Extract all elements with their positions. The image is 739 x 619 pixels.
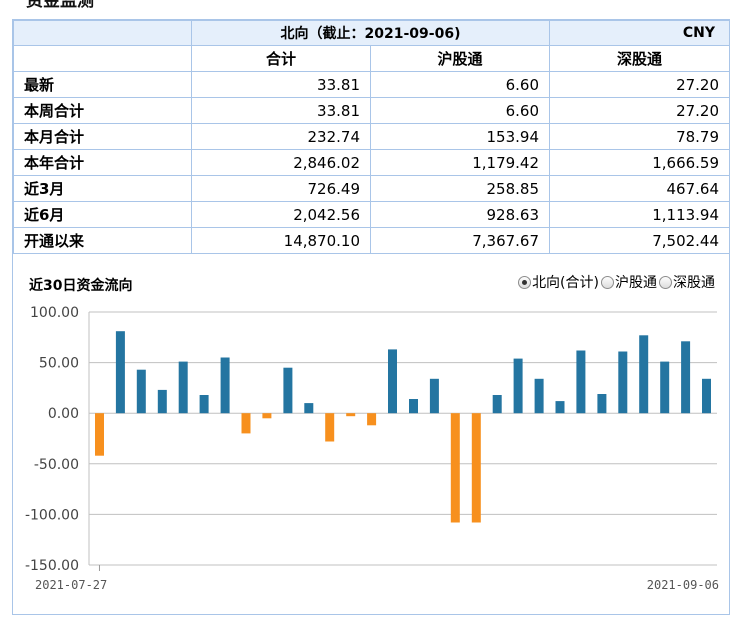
bar [262, 413, 272, 419]
column-header-empty [13, 45, 192, 72]
flow-summary-table: 北向（截止：2021-09-06) CNY 合计 沪股通 深股通 最新 33.8… [13, 20, 731, 254]
cell-shenzhen: 7,502.44 [549, 227, 731, 254]
bar [492, 395, 502, 414]
cell-shenzhen: 1,666.59 [549, 149, 731, 176]
bar [576, 350, 586, 414]
cell-shanghai: 153.94 [369, 123, 551, 150]
table-row: 本月合计 232.74 153.94 78.79 [13, 123, 731, 150]
table-row: 最新 33.81 6.60 27.20 [13, 71, 731, 98]
radio-button-icon[interactable] [518, 275, 532, 289]
x-start-label: 2021-07-27 [35, 578, 107, 592]
cell-total: 14,870.10 [191, 227, 371, 254]
bar [367, 413, 377, 426]
bar [660, 361, 670, 414]
series-selector: 北向(合计) 沪股通 深股通 [516, 272, 715, 292]
bar [639, 335, 649, 414]
bar [471, 413, 481, 523]
y-tick-label: 0.00 [48, 406, 79, 422]
page-heading: 资金监测 [26, 0, 94, 11]
bar [513, 358, 523, 414]
bar [157, 389, 167, 414]
bar [681, 341, 691, 414]
bar [199, 395, 209, 414]
bar [409, 399, 418, 414]
y-tick-label: 50.00 [39, 356, 79, 372]
radio-shanghai-connect[interactable]: 沪股通 [601, 272, 657, 292]
bar [115, 331, 125, 414]
cell-shenzhen: 1,113.94 [549, 201, 731, 228]
radio-label: 沪股通 [615, 275, 657, 291]
x-end-label: 2021-09-06 [647, 578, 719, 592]
bar [241, 413, 251, 434]
bar [555, 401, 565, 414]
bar [95, 413, 104, 456]
cell-shanghai: 6.60 [369, 97, 551, 124]
column-header-row: 合计 沪股通 深股通 [13, 45, 731, 72]
cell-shenzhen: 27.20 [549, 71, 731, 98]
bar [325, 413, 335, 442]
y-tick-label: -50.00 [34, 457, 79, 473]
bar [388, 349, 397, 414]
y-tick-label: -100.00 [25, 507, 79, 523]
radio-button-icon[interactable] [601, 275, 614, 289]
bar [283, 367, 293, 414]
bar [450, 413, 460, 523]
table-row: 近3月 726.49 258.85 467.64 [13, 175, 731, 202]
bar [597, 394, 607, 414]
column-header-shenzhen: 深股通 [549, 45, 731, 72]
cell-total: 33.81 [191, 71, 371, 98]
radio-label: 北向(合计) [532, 275, 599, 291]
y-tick-label: 100.00 [30, 305, 79, 321]
cell-shanghai: 7,367.67 [369, 227, 551, 254]
table-row: 本周合计 33.81 6.60 27.20 [13, 97, 731, 124]
cell-shenzhen: 467.64 [549, 175, 731, 202]
bar [618, 351, 628, 414]
radio-button-icon[interactable] [659, 275, 672, 289]
cell-shanghai: 1,179.42 [369, 149, 551, 176]
table-row: 开通以来 14,870.10 7,367.67 7,502.44 [13, 227, 731, 254]
bar [304, 403, 314, 414]
row-label: 近6月 [13, 201, 192, 228]
northbound-flow-panel: 北向（截止：2021-09-06) CNY 合计 沪股通 深股通 最新 33.8… [12, 19, 731, 615]
bar [346, 413, 356, 417]
column-header-total: 合计 [191, 45, 371, 72]
radio-shenzhen-connect[interactable]: 深股通 [659, 272, 715, 292]
column-header-shanghai: 沪股通 [369, 45, 551, 72]
bar [136, 369, 146, 414]
bar [702, 378, 711, 414]
radio-northbound-total[interactable]: 北向(合计) [518, 272, 599, 292]
row-label: 开通以来 [13, 227, 192, 254]
bar [534, 378, 544, 414]
cell-shenzhen: 27.20 [549, 97, 731, 124]
cell-total: 232.74 [191, 123, 371, 150]
bar [429, 378, 439, 414]
radio-label: 深股通 [673, 275, 715, 291]
bar [178, 361, 188, 414]
fund-flow-bar-chart: 100.00 50.00 0.00 -50.00 -100.00 -150.00 2021-… [25, 305, 719, 592]
chart-title: 近30日资金流向 [29, 278, 133, 294]
bar [220, 357, 230, 414]
y-tick-label: -150.00 [25, 558, 79, 574]
currency-label: CNY [549, 20, 731, 46]
